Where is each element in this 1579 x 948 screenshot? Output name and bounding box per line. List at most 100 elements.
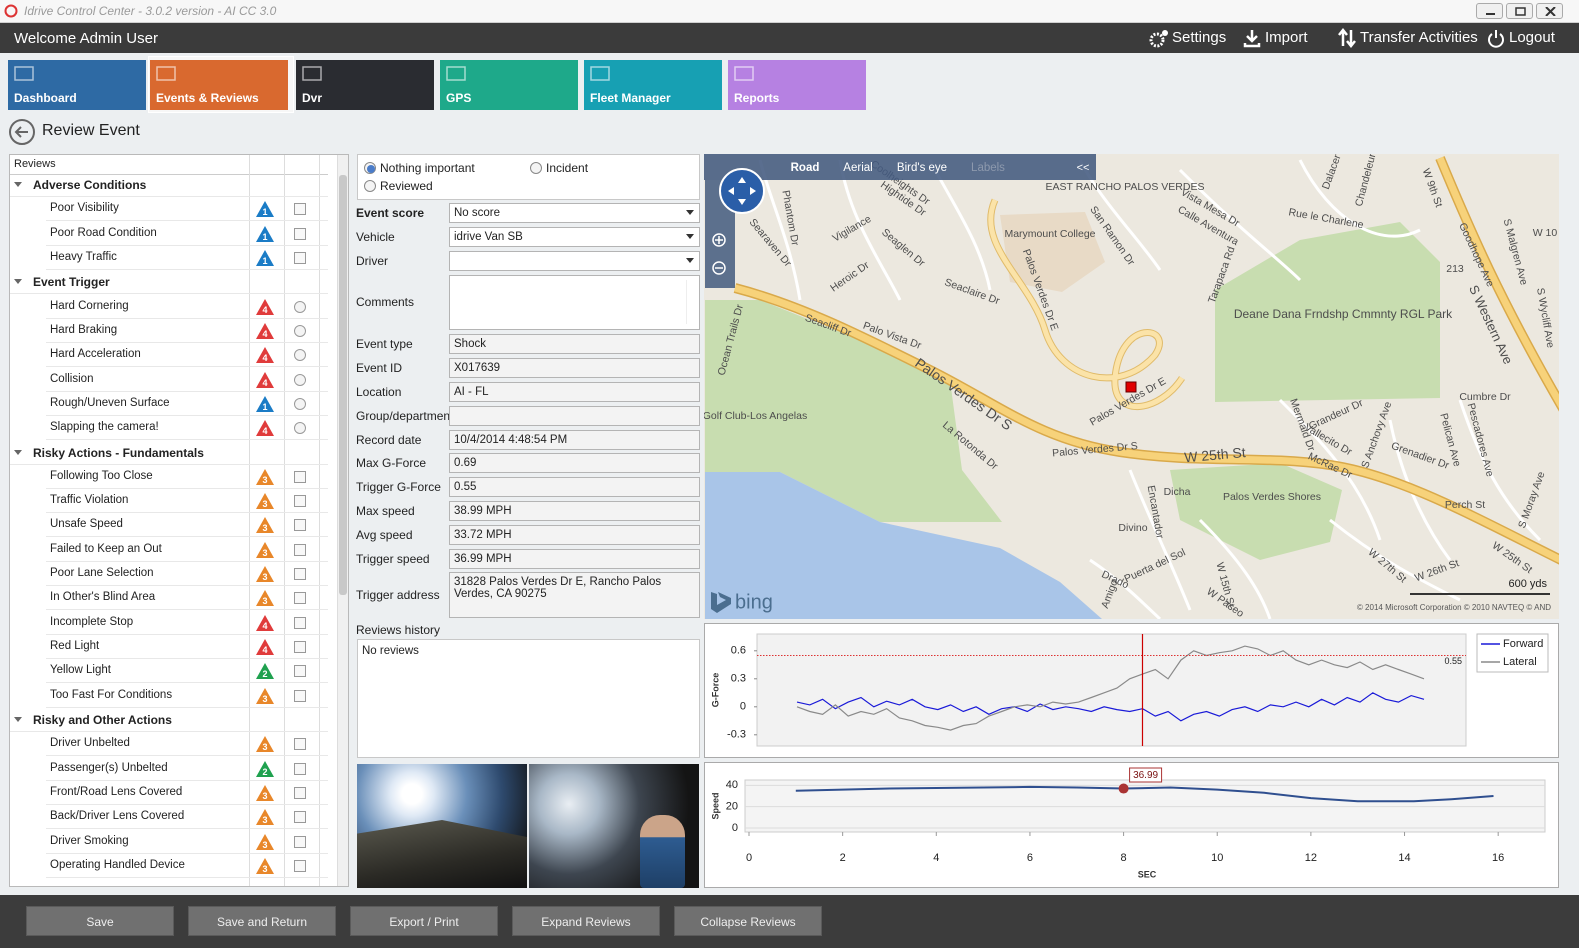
action-button[interactable]: Collapse Reviews	[674, 906, 822, 936]
checkbox[interactable]	[294, 251, 306, 264]
severity-triangle	[256, 468, 274, 485]
severity-level: 3	[262, 523, 267, 533]
street	[1128, 469, 1192, 611]
window-button[interactable]	[1536, 3, 1563, 19]
checkbox[interactable]	[294, 203, 306, 216]
back-button[interactable]	[8, 118, 36, 146]
checkbox[interactable]	[294, 859, 306, 872]
series-line	[796, 692, 1425, 722]
review-item: Front/Road Lens Covered	[50, 786, 183, 798]
menu-item[interactable]: Settings	[1142, 26, 1226, 50]
field-box[interactable]	[449, 251, 700, 271]
checkbox[interactable]	[294, 495, 306, 508]
nav-tab[interactable]: Dvr	[296, 60, 434, 110]
checkbox[interactable]	[294, 519, 306, 532]
row-line	[10, 293, 328, 295]
group-toggle[interactable]	[14, 181, 23, 189]
checkbox[interactable]	[294, 811, 306, 824]
nav-tab[interactable]: GPS	[440, 60, 578, 110]
group-toggle[interactable]	[14, 278, 23, 286]
severity-triangle	[256, 298, 274, 315]
status-option[interactable]: Nothing important	[364, 161, 475, 175]
tab-icon	[302, 66, 322, 81]
radio[interactable]	[294, 397, 306, 410]
x-axis-label: SEC	[1138, 869, 1157, 879]
checkbox[interactable]	[294, 835, 306, 848]
radio[interactable]	[294, 324, 306, 337]
row-line	[46, 512, 328, 514]
window-button[interactable]	[1506, 3, 1533, 19]
action-button[interactable]: Expand Reviews	[512, 906, 660, 936]
review-item: Poor Visibility	[50, 202, 119, 215]
action-button[interactable]: Save and Return	[188, 906, 336, 936]
field-box	[449, 406, 700, 426]
severity-triangle	[256, 736, 274, 753]
map-mode[interactable]: Bird's eye	[897, 162, 947, 174]
radio[interactable]	[294, 422, 306, 435]
field-box[interactable]	[449, 275, 700, 330]
menu-item[interactable]: Logout	[1479, 26, 1555, 50]
group-toggle[interactable]	[14, 716, 23, 724]
map-label: W 25th St	[1184, 444, 1247, 465]
severity-badge: 3	[256, 687, 274, 704]
radio[interactable]	[294, 300, 306, 313]
nav-tab[interactable]: Fleet Manager	[584, 60, 722, 110]
radio[interactable]	[294, 373, 306, 386]
field-label: Vehicle	[356, 230, 395, 244]
map-mode[interactable]: Road	[791, 162, 820, 174]
x-tick-label: 8	[1121, 852, 1127, 864]
group-toggle[interactable]	[14, 449, 23, 457]
severity-triangle	[256, 590, 274, 607]
checkbox[interactable]	[294, 641, 306, 654]
dropdown-arrow	[686, 210, 694, 215]
nav-tab[interactable]: Events & Reviews	[150, 60, 288, 110]
checkbox[interactable]	[294, 616, 306, 629]
back-arrow	[14, 126, 28, 138]
radio[interactable]	[294, 349, 306, 362]
severity-level: 1	[262, 207, 267, 217]
checkbox[interactable]	[294, 762, 306, 775]
window-title: Idrive Control Center - 3.0.2 version - …	[24, 4, 277, 18]
map-mode[interactable]: Labels	[971, 162, 1005, 174]
field-box[interactable]: idrive Van SB	[449, 227, 700, 247]
row-line	[46, 852, 328, 854]
window-button[interactable]	[1476, 3, 1503, 19]
checkbox[interactable]	[294, 738, 306, 751]
severity-triangle	[256, 371, 274, 388]
checkbox[interactable]	[294, 665, 306, 678]
checkbox[interactable]	[294, 568, 306, 581]
map-label: Cumbre Dr	[1459, 391, 1511, 403]
field-label: Trigger G-Force	[356, 480, 441, 494]
review-item: Driver Smoking	[50, 834, 129, 847]
status-option[interactable]: Reviewed	[364, 179, 433, 193]
field-value: idrive Van SB	[454, 231, 523, 243]
severity-level: 3	[262, 499, 267, 509]
header: Welcome Admin User Settings Import Transfer…	[0, 23, 1579, 53]
legend-label: Forward	[1503, 638, 1543, 650]
checkbox[interactable]	[294, 689, 306, 702]
checkbox[interactable]	[294, 592, 306, 605]
menu-item[interactable]: Transfer Activities	[1330, 26, 1478, 50]
checkbox[interactable]	[294, 227, 306, 240]
menu-item[interactable]: Import	[1235, 26, 1308, 50]
map-mode[interactable]: Aerial	[843, 162, 872, 174]
field-value: 0.69	[454, 457, 477, 469]
nav-tab[interactable]: Reports	[728, 60, 866, 110]
checkbox[interactable]	[294, 543, 306, 556]
action-button[interactable]: Save	[26, 906, 174, 936]
severity-triangle	[256, 785, 274, 801]
checkbox[interactable]	[294, 470, 306, 483]
y-axis-label: Speed	[710, 792, 720, 819]
action-button[interactable]: Export / Print	[350, 906, 498, 936]
nav-tab[interactable]: Dashboard	[8, 60, 146, 110]
zoom-button	[712, 233, 726, 247]
checkbox[interactable]	[294, 787, 306, 799]
pan-control	[719, 168, 765, 214]
speed-line	[795, 785, 1494, 803]
map-label: Palos Verdes Shores	[1223, 491, 1321, 503]
map-copyright: © 2014 Microsoft Corporation © 2010 NAVT…	[1357, 603, 1551, 612]
icon	[156, 66, 176, 81]
field-box[interactable]: No score	[449, 203, 700, 223]
status-option[interactable]: Incident	[530, 161, 588, 175]
